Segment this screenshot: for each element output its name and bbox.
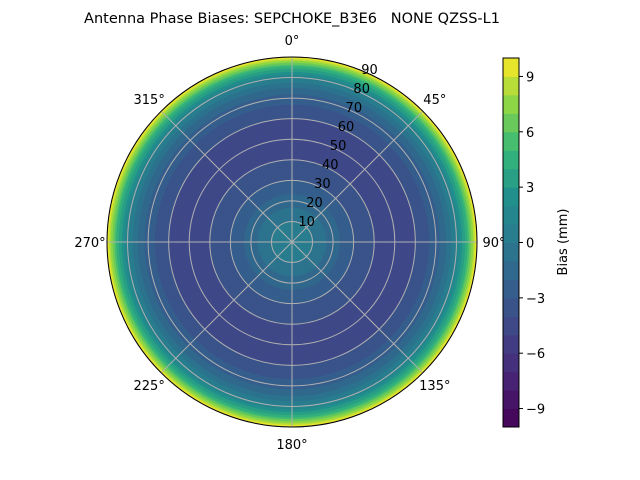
colorbar-level	[503, 187, 519, 207]
colorbar-tick-label: 9	[526, 70, 534, 85]
angular-gridline	[291, 241, 424, 374]
colorbar-level	[503, 260, 519, 280]
polar-grid	[106, 56, 478, 428]
radial-tick-label: 90	[361, 63, 378, 78]
colorbar-level	[503, 113, 519, 133]
colorbar-level	[503, 168, 519, 188]
radial-tick-label: 80	[353, 82, 370, 97]
radial-tick-label: 70	[346, 101, 363, 116]
angular-tick-labels: 0° 45° 90° 135° 180° 225° 270° 315°	[74, 34, 505, 453]
colorbar	[503, 58, 519, 428]
polar-frame	[106, 56, 478, 428]
angular-gridline	[160, 241, 293, 374]
colorbar-level	[503, 224, 519, 243]
angular-tick-label: 315°	[134, 93, 165, 108]
angular-gridline	[291, 110, 424, 243]
colorbar-level	[503, 334, 519, 354]
angular-tick-label: 90°	[482, 236, 505, 251]
angular-tick-label: 225°	[134, 379, 165, 394]
angular-tick-label: 180°	[276, 438, 307, 453]
angular-tick-label: 135°	[419, 379, 450, 394]
angular-tick-label: 0°	[285, 34, 300, 49]
colorbar-tick-label: 0	[526, 237, 534, 252]
colorbar-level	[503, 76, 519, 96]
colorbar-level	[503, 205, 519, 225]
colorbar-level	[503, 150, 519, 170]
colorbar-level	[503, 353, 519, 373]
radial-tick-label: 30	[314, 177, 331, 192]
chart-title: Antenna Phase Biases: SEPCHOKE_B3E6 NONE…	[84, 11, 500, 27]
colorbar-tick-label: 3	[526, 181, 534, 196]
radial-tick-label: 40	[322, 158, 339, 173]
colorbar-tick-label: 6	[526, 126, 534, 141]
colorbar-level	[503, 408, 519, 428]
angular-tick-label: 45°	[423, 93, 446, 108]
colorbar-level	[503, 58, 519, 77]
colorbar-level	[503, 371, 519, 391]
radial-tick-label: 50	[330, 139, 347, 154]
angular-tick-label: 270°	[74, 236, 105, 251]
colorbar-level	[503, 390, 519, 410]
colorbar-level	[503, 94, 519, 114]
colorbar-tick-label: −3	[526, 292, 545, 307]
colorbar-label: Bias (mm)	[556, 209, 571, 276]
radial-tick-label: 10	[298, 215, 315, 230]
colorbar-level	[503, 279, 519, 299]
radial-tick-labels: 10 20 30 40 50 60 70 80 90	[298, 63, 377, 230]
colorbar-level	[503, 316, 519, 336]
colorbar-level	[503, 131, 519, 151]
colorbar-level	[503, 242, 519, 262]
colorbar-level	[503, 297, 519, 317]
colorbar-tick-label: −9	[526, 403, 545, 418]
colorbar-ticks: −9 −6 −3 0 3 6 9	[519, 70, 545, 418]
colorbar-tick-label: −6	[526, 347, 545, 362]
radial-tick-label: 20	[306, 196, 323, 211]
angular-gridline	[160, 110, 293, 243]
radial-tick-label: 60	[338, 120, 355, 135]
